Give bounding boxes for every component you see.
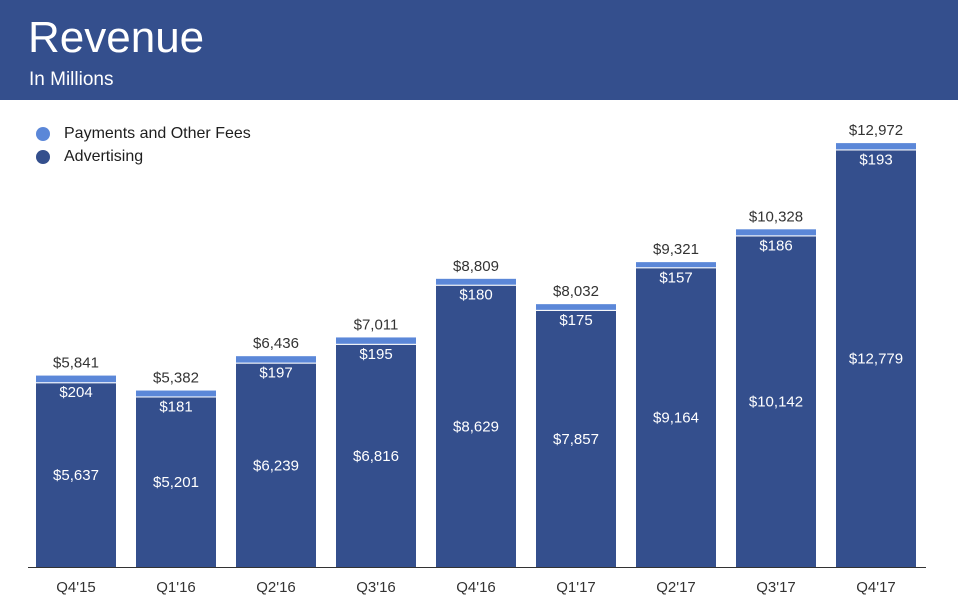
bar-separator (836, 149, 916, 151)
header-banner: Revenue In Millions (0, 0, 958, 100)
legend-label-payments: Payments and Other Fees (64, 124, 251, 142)
data-label-advertising: $9,164 (653, 410, 699, 427)
data-label-payments: $193 (859, 151, 892, 168)
x-tick-label: Q1'17 (556, 579, 596, 596)
bar-separator (436, 284, 516, 286)
revenue-bar-chart: $204 $5,637 $5,841 Q4'15 $181 $5,201 $5,382 Q1'… (28, 122, 926, 596)
chart-title: Revenue (28, 13, 205, 62)
chart-subtitle: In Millions (29, 69, 114, 90)
data-label-total: $5,841 (53, 355, 99, 372)
legend-swatch-advertising (36, 149, 50, 164)
bar-payments (136, 390, 216, 397)
bar-advertising (436, 285, 516, 567)
bar-separator (336, 343, 416, 345)
bar-advertising (136, 397, 216, 567)
data-label-payments: $181 (159, 398, 192, 415)
bar-separator (236, 362, 316, 364)
data-label-advertising: $8,629 (453, 418, 499, 435)
bar-payments (836, 143, 916, 150)
data-label-total: $12,972 (849, 122, 903, 139)
bar-separator (136, 396, 216, 398)
bar-separator (736, 235, 816, 237)
chart-legend: Payments and Other Fees Advertising (36, 122, 251, 168)
x-tick-label: Q1'16 (156, 579, 196, 596)
bar-advertising (36, 383, 116, 567)
bar-payments (36, 375, 116, 383)
bar-payments (336, 337, 416, 344)
data-label-total: $8,032 (553, 283, 599, 300)
bar-advertising (636, 268, 716, 567)
legend-label-advertising: Advertising (64, 147, 144, 165)
data-label-payments: $204 (59, 384, 92, 401)
bar-payments (636, 262, 716, 268)
data-label-advertising: $6,816 (353, 448, 399, 465)
x-tick-label: Q2'17 (656, 579, 696, 596)
data-label-total: $7,011 (354, 316, 399, 333)
bar-advertising (336, 344, 416, 567)
bar-advertising (536, 310, 616, 567)
bar-separator (36, 382, 116, 384)
bar-payments (236, 356, 316, 363)
data-label-payments: $180 (459, 287, 492, 304)
data-label-advertising: $5,637 (53, 467, 99, 484)
data-label-total: $8,809 (453, 258, 499, 275)
data-label-payments: $195 (359, 346, 392, 363)
data-label-total: $5,382 (153, 370, 199, 387)
data-label-advertising: $7,857 (553, 431, 599, 448)
data-label-payments: $157 (659, 269, 692, 286)
x-tick-label: Q3'16 (356, 579, 396, 596)
data-label-total: $9,321 (653, 241, 699, 258)
legend-item-advertising: Advertising (36, 145, 251, 168)
bar-payments (736, 229, 816, 236)
data-label-payments: $175 (559, 312, 592, 329)
bar-separator (536, 309, 616, 311)
legend-swatch-payments (36, 126, 50, 141)
x-tick-label: Q2'16 (256, 579, 296, 596)
bar-payments (536, 304, 616, 310)
bar-payments (436, 278, 516, 285)
data-label-payments: $197 (259, 365, 292, 382)
x-tick-label: Q4'15 (56, 579, 96, 596)
x-tick-label: Q4'16 (456, 579, 496, 596)
x-tick-label: Q3'17 (756, 579, 796, 596)
data-label-total: $6,436 (253, 335, 299, 352)
bar-separator (636, 267, 716, 269)
data-label-advertising: $6,239 (253, 457, 299, 474)
bar-advertising (736, 236, 816, 568)
data-label-advertising: $12,779 (849, 351, 903, 368)
x-tick-label: Q4'17 (856, 579, 896, 596)
bar-advertising (236, 363, 316, 567)
data-label-payments: $186 (759, 237, 792, 254)
data-label-advertising: $5,201 (153, 474, 199, 491)
legend-item-payments: Payments and Other Fees (36, 122, 251, 145)
bar-advertising (836, 150, 916, 567)
data-label-total: $10,328 (749, 208, 803, 225)
data-label-advertising: $10,142 (749, 394, 803, 411)
